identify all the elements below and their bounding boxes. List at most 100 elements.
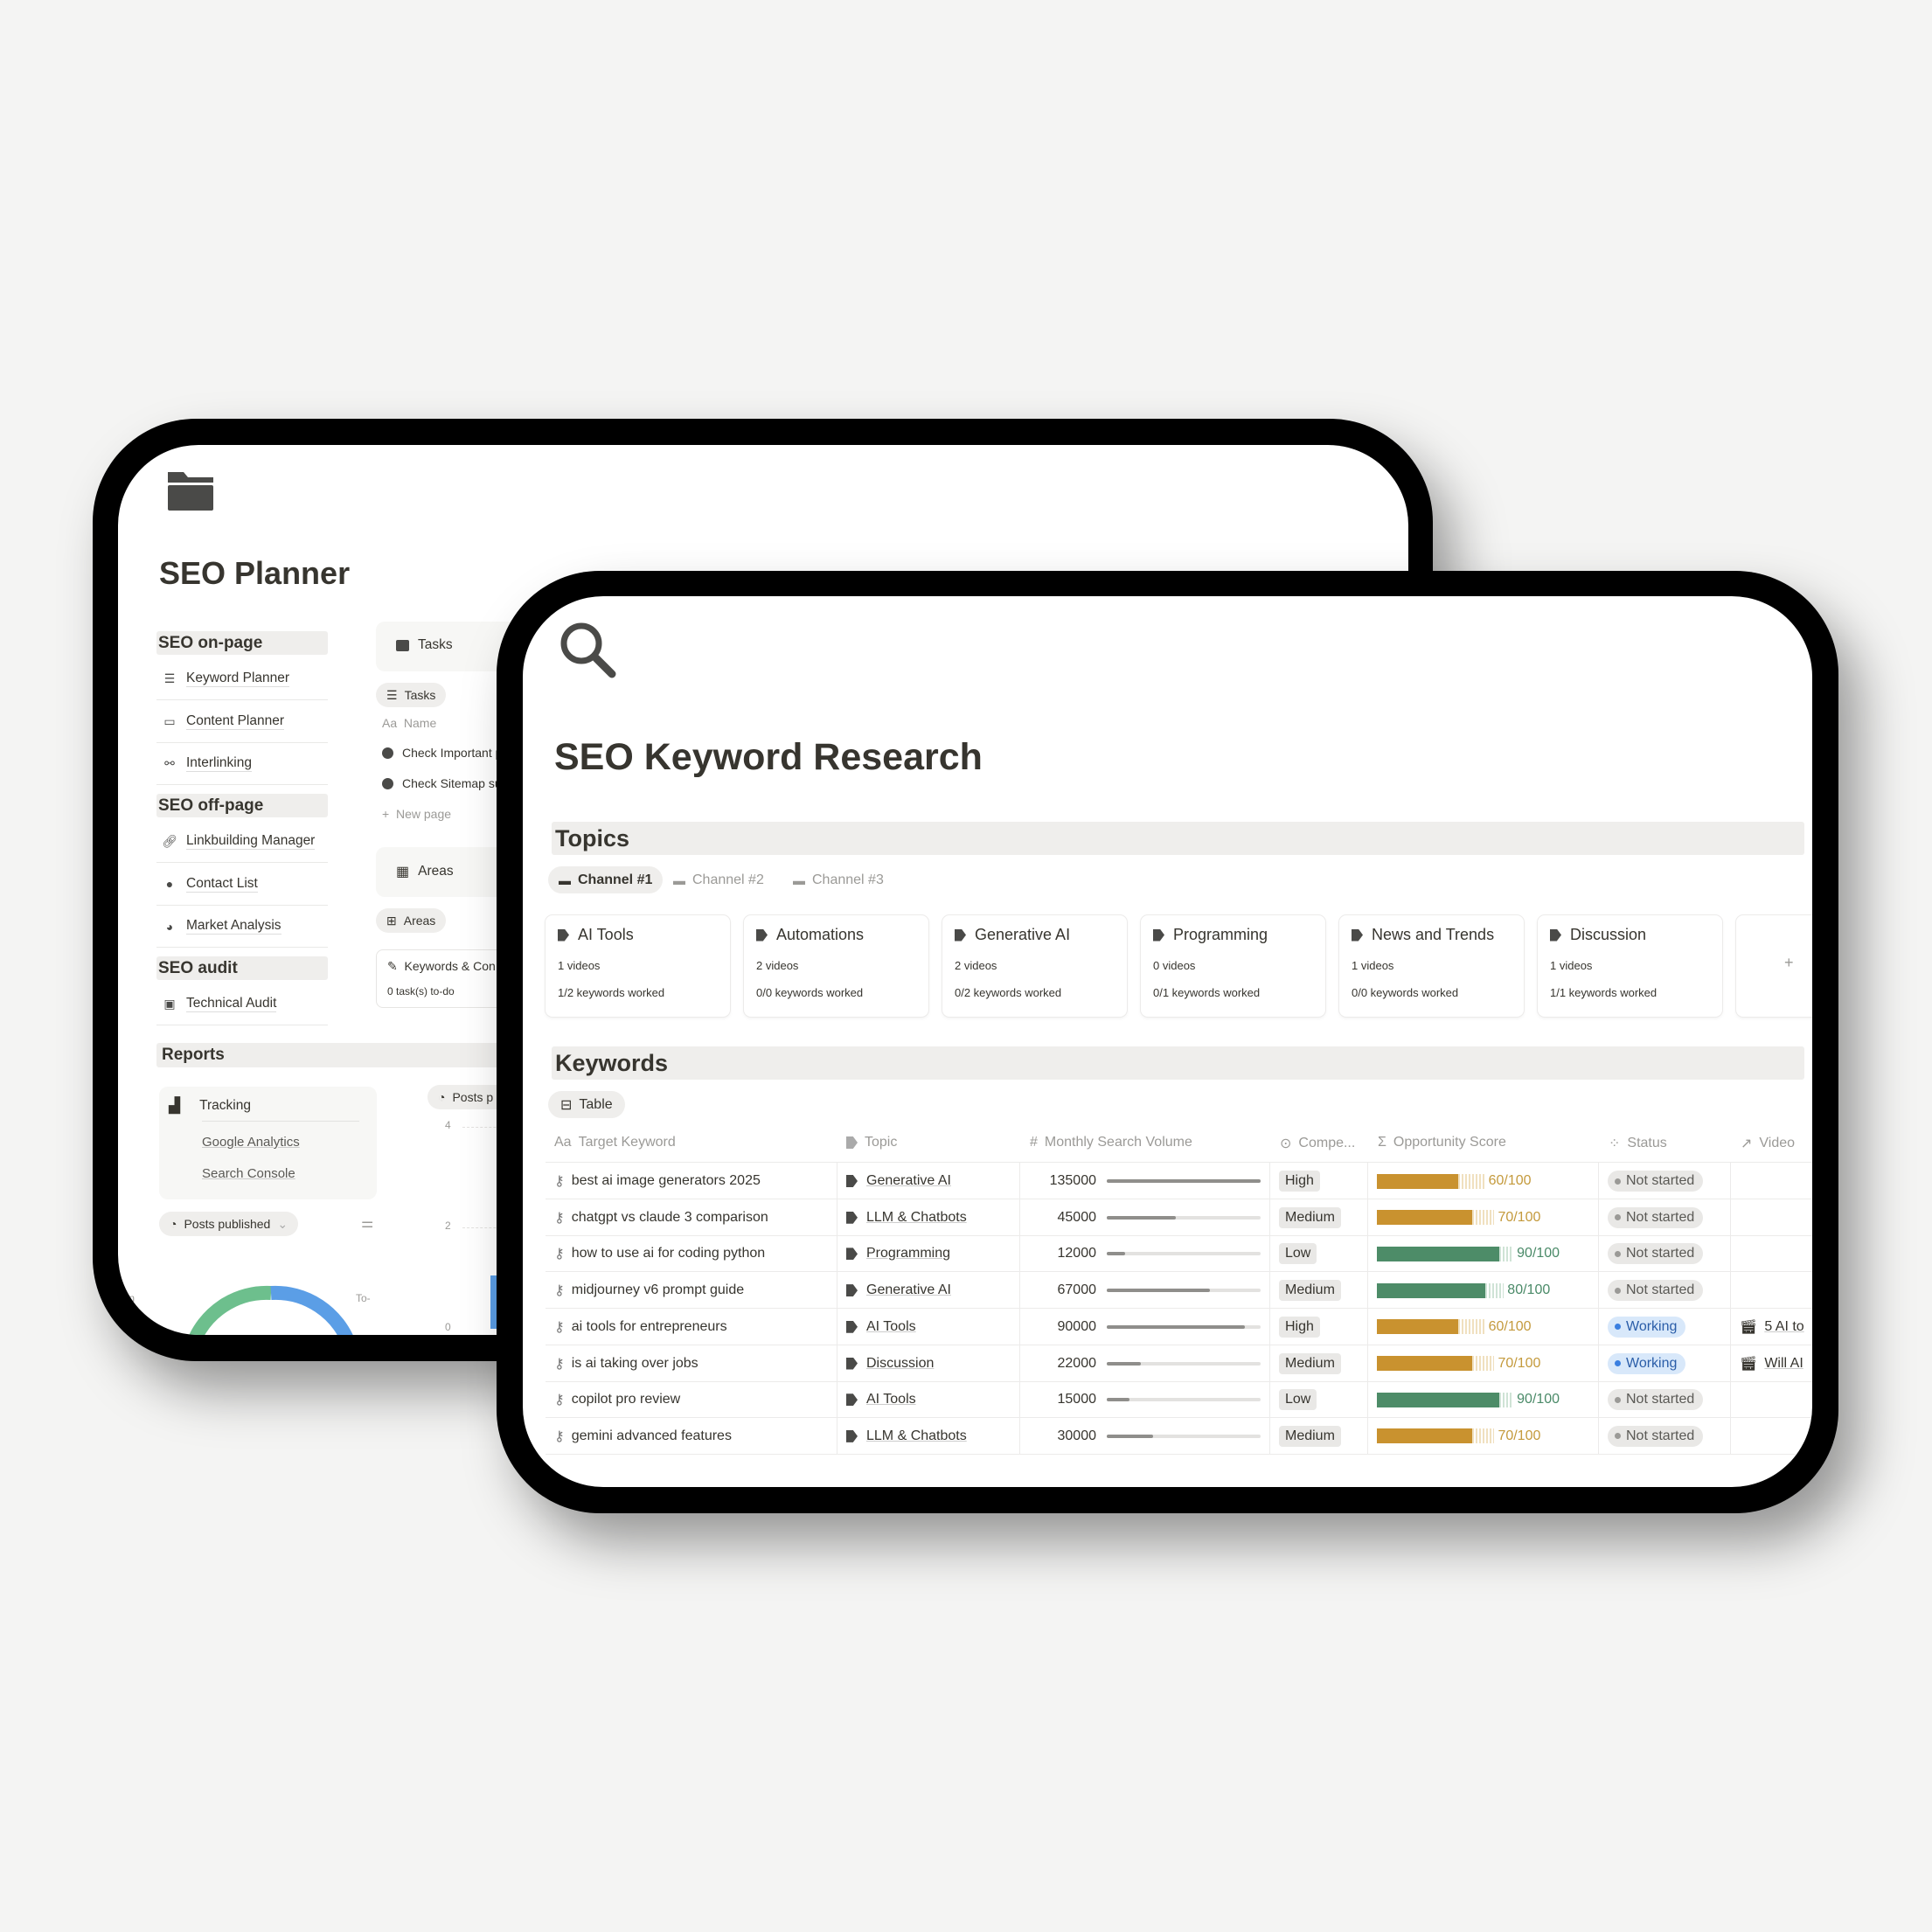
- table-view-tab[interactable]: ⊟ Table: [548, 1091, 625, 1118]
- hash-icon: #: [1030, 1135, 1038, 1150]
- keyword-cell[interactable]: ai tools for entrepreneurs: [571, 1318, 727, 1334]
- topic-link[interactable]: LLM & Chatbots: [866, 1428, 967, 1443]
- topic-card[interactable]: Automations 2 videos 0/0 keywords worked: [744, 915, 928, 1017]
- plus-icon: +: [382, 807, 390, 821]
- topic-card[interactable]: Discussion 1 videos 1/1 keywords worked: [1538, 915, 1722, 1017]
- sidebar-item[interactable]: ☰ Keyword Planner: [156, 658, 328, 700]
- keyword-cell[interactable]: midjourney v6 prompt guide: [571, 1282, 745, 1298]
- status-badge[interactable]: Not started: [1608, 1206, 1704, 1228]
- status-dot: [1615, 1324, 1621, 1331]
- table-row[interactable]: ⚷ best ai image generators 2025 Generative…: [546, 1163, 1812, 1199]
- sidebar-item[interactable]: ⚯ Interlinking: [156, 743, 328, 785]
- checklist-icon: ☰: [386, 687, 398, 702]
- topic-link[interactable]: Generative AI: [866, 1173, 951, 1188]
- video-link[interactable]: 5 AI to: [1764, 1318, 1804, 1334]
- channel-tab[interactable]: ▬ Channel #3: [793, 872, 884, 887]
- topic-link[interactable]: Generative AI: [866, 1282, 951, 1298]
- search-console-link[interactable]: Search Console: [202, 1166, 295, 1181]
- topic-card[interactable]: Generative AI 2 videos 0/2 keywords worked: [942, 915, 1127, 1017]
- clapperboard-icon: 🎬︎: [1740, 1356, 1758, 1372]
- column-header-competition[interactable]: ⊙ Compe...: [1280, 1136, 1356, 1151]
- topic-card[interactable]: Programming 0 videos 0/1 keywords worked: [1141, 915, 1325, 1017]
- status-badge[interactable]: Not started: [1608, 1243, 1704, 1265]
- status-badge[interactable]: Not started: [1608, 1389, 1704, 1411]
- keyword-cell[interactable]: how to use ai for coding python: [571, 1246, 766, 1261]
- sidebar-item[interactable]: ▭ Content Planner: [156, 701, 328, 743]
- status-badge[interactable]: Not started: [1608, 1280, 1704, 1302]
- keyword-research-page: SEO Keyword Research Topics ▬ Channel #1 ▬…: [523, 596, 1812, 1487]
- status-dot: [1615, 1250, 1621, 1257]
- y-tick: 0: [445, 1321, 451, 1333]
- select-icon: ⊙: [1280, 1136, 1292, 1151]
- tasks-view-tab[interactable]: ☰ Tasks: [376, 683, 447, 707]
- sliders-icon[interactable]: ⚌: [361, 1216, 374, 1231]
- volume-bar-fill: [1107, 1179, 1261, 1183]
- google-analytics-link[interactable]: Google Analytics: [202, 1135, 300, 1150]
- table-row[interactable]: ⚷ copilot pro review AI Tools 15000 Low 90/10…: [546, 1381, 1812, 1419]
- competition-badge: Medium: [1279, 1352, 1341, 1374]
- column-header-status[interactable]: ⁘ Status: [1609, 1136, 1667, 1151]
- add-topic-button[interactable]: +: [1784, 954, 1794, 971]
- column-header-video[interactable]: ↗ Video: [1741, 1136, 1796, 1151]
- keywords-header: Keywords: [552, 1046, 1804, 1080]
- table-row[interactable]: ⚷ chatgpt vs claude 3 comparison LLM & Cha…: [546, 1199, 1812, 1236]
- table-row[interactable]: ⚷ ai tools for entrepreneurs AI Tools 90000…: [546, 1308, 1812, 1345]
- topic-name: News and Trends: [1372, 926, 1495, 943]
- topic-link[interactable]: Programming: [866, 1246, 951, 1261]
- topic-link[interactable]: AI Tools: [866, 1318, 916, 1334]
- tag-icon: [846, 1247, 858, 1261]
- column-header-topic[interactable]: Topic: [846, 1135, 897, 1150]
- column-header-keyword[interactable]: Aa Target Keyword: [554, 1135, 676, 1150]
- table-row[interactable]: ⚷ how to use ai for coding python Programm…: [546, 1235, 1812, 1273]
- sidebar-item[interactable]: ▣ Technical Audit: [156, 983, 328, 1025]
- topic-link[interactable]: Discussion: [866, 1355, 935, 1371]
- grid-icon: ▦: [396, 865, 410, 879]
- topic-link[interactable]: LLM & Chatbots: [866, 1209, 967, 1225]
- sidebar-item[interactable]: ◕ Market Analysis: [156, 906, 328, 948]
- key-icon: ⚷: [554, 1319, 565, 1335]
- keyword-cell[interactable]: copilot pro review: [571, 1392, 681, 1407]
- topic-card[interactable]: News and Trends 1 videos 0/0 keywords work…: [1339, 915, 1524, 1017]
- status-badge[interactable]: Working: [1608, 1316, 1686, 1338]
- task-row[interactable]: Check Sitemap su: [382, 776, 502, 790]
- volume-bar-track: [1107, 1215, 1261, 1220]
- channel-tab[interactable]: ▬ Channel #2: [673, 872, 764, 887]
- status-badge[interactable]: Not started: [1608, 1425, 1704, 1447]
- keyword-cell[interactable]: is ai taking over jobs: [571, 1355, 698, 1371]
- video-link[interactable]: Will AI: [1764, 1355, 1803, 1371]
- topic-card[interactable]: AI Tools 1 videos 1/2 keywords worked: [546, 915, 730, 1017]
- donut-segment-green: [189, 1285, 272, 1335]
- topic-keywords-worked: 0/0 keywords worked: [756, 986, 864, 999]
- sidebar-item[interactable]: ● Contact List: [156, 864, 328, 906]
- channel-tab[interactable]: ▬ Channel #1: [548, 866, 664, 893]
- keyword-cell[interactable]: gemini advanced features: [571, 1428, 732, 1443]
- sidebar-item-label: Technical Audit: [186, 996, 277, 1012]
- key-icon: ⚷: [554, 1174, 565, 1189]
- topic-link[interactable]: AI Tools: [866, 1392, 916, 1407]
- score-bar-fill: [1377, 1319, 1458, 1335]
- column-header-volume[interactable]: # Monthly Search Volume: [1030, 1135, 1192, 1150]
- status-badge[interactable]: Working: [1608, 1352, 1686, 1374]
- sidebar-item[interactable]: 🔗︎ Linkbuilding Manager: [156, 821, 328, 863]
- donut-segment-blue: [270, 1285, 353, 1335]
- areas-view-tab[interactable]: ⊞ Areas: [376, 908, 447, 933]
- posts-published-dropdown[interactable]: ◔ Posts published ⌄: [159, 1212, 299, 1236]
- table-row[interactable]: ⚷ gemini advanced features LLM & Chatbots 3…: [546, 1417, 1812, 1455]
- score-bar-fill: [1377, 1356, 1472, 1371]
- task-row[interactable]: Check Important p: [382, 746, 502, 760]
- table-row[interactable]: ⚷ is ai taking over jobs Discussion 22000 Me…: [546, 1345, 1812, 1382]
- table-row[interactable]: ⚷ midjourney v6 prompt guide Generative AI…: [546, 1272, 1812, 1310]
- volume-value: 22000: [1057, 1355, 1097, 1371]
- keyword-cell[interactable]: best ai image generators 2025: [571, 1173, 761, 1188]
- add-topic-card[interactable]: +: [1736, 915, 1812, 1017]
- y-tick: 2: [445, 1220, 451, 1232]
- status-badge[interactable]: Not started: [1608, 1171, 1704, 1192]
- new-page-button[interactable]: + New page: [382, 807, 452, 821]
- user-icon: ●: [165, 877, 174, 891]
- tag-icon: [846, 1429, 858, 1442]
- column-header-score[interactable]: Σ Opportunity Score: [1378, 1135, 1506, 1150]
- keyword-cell[interactable]: chatgpt vs claude 3 comparison: [571, 1209, 768, 1225]
- checkbox-icon: [396, 639, 409, 651]
- score-label: 70/100: [1498, 1209, 1541, 1225]
- check-circle-icon: [382, 777, 393, 789]
